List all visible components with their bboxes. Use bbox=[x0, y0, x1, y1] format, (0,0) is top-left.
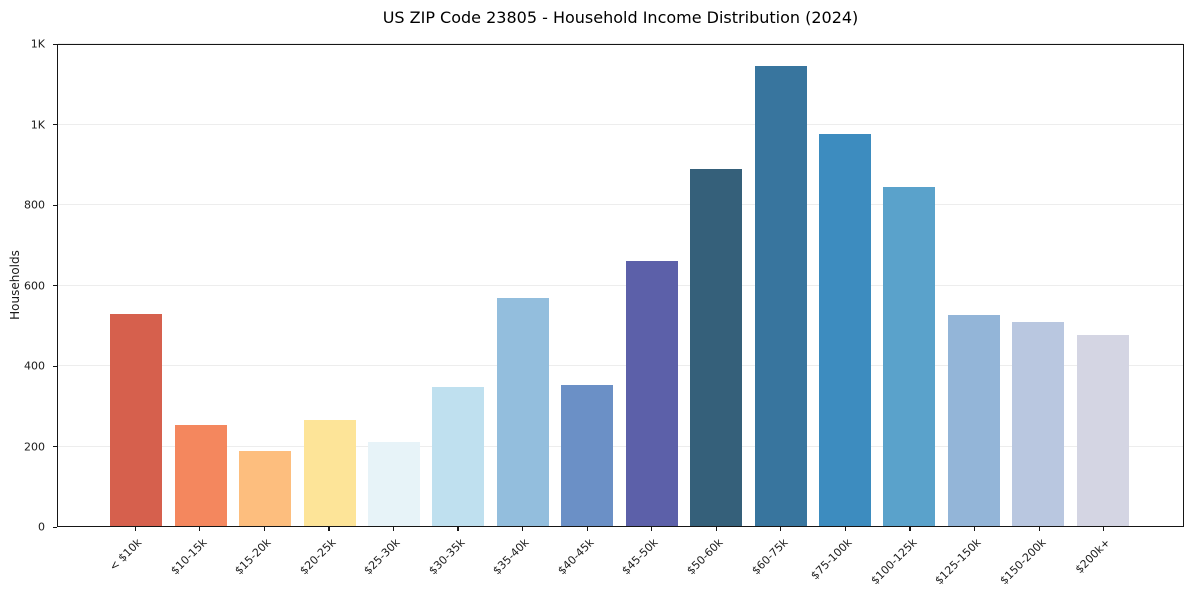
bar-slot bbox=[813, 45, 877, 526]
y-tick-label: 400 bbox=[24, 359, 45, 373]
x-tick-label: $60-75k bbox=[748, 536, 791, 578]
bar-slot bbox=[362, 45, 426, 526]
bar-$35-40k bbox=[496, 297, 549, 526]
x-tick-mark bbox=[844, 527, 847, 531]
bar-slot bbox=[168, 45, 232, 526]
y-tick-mark bbox=[53, 124, 57, 126]
x-tick-label: $200k+ bbox=[1072, 536, 1113, 577]
bar-slot bbox=[620, 45, 684, 526]
y-tick-label: 0 bbox=[38, 520, 45, 534]
x-tick-label: $10-15k bbox=[167, 536, 210, 578]
x-tick-mark bbox=[522, 527, 524, 531]
x-tick-label: $45-50k bbox=[619, 536, 661, 578]
plot-area bbox=[57, 43, 1184, 527]
bar-slot bbox=[233, 45, 297, 526]
x-axis-ticks: < $10k $10-15k $15-20k $20-25k $25-30k $30-35… bbox=[57, 527, 1184, 587]
gridline bbox=[58, 43, 1183, 44]
gridline bbox=[58, 204, 1183, 205]
bar-$30-35k bbox=[432, 386, 485, 526]
y-tick-mark bbox=[53, 365, 57, 367]
y-tick-label: 600 bbox=[24, 279, 45, 292]
y-axis-ticks: 0 200 400 600 800 1K 1K bbox=[0, 38, 57, 534]
bar-$20-25k bbox=[303, 420, 356, 526]
gridline bbox=[58, 123, 1183, 125]
y-tick-label: 800 bbox=[24, 198, 45, 212]
y-tick-mark bbox=[53, 285, 57, 287]
chart-title: US ZIP Code 23805 - Household Income Dis… bbox=[382, 8, 859, 27]
x-tick-label: $15-20k bbox=[232, 536, 274, 578]
y-tick-label: 1K bbox=[30, 118, 45, 131]
bar-slot bbox=[426, 45, 490, 526]
x-tick-mark bbox=[586, 527, 588, 531]
x-tick-mark bbox=[134, 527, 136, 531]
bar-slot bbox=[684, 45, 748, 526]
x-tick-mark bbox=[1038, 527, 1040, 531]
bar-$25-30k bbox=[367, 441, 420, 526]
x-tick-mark bbox=[780, 527, 782, 531]
bar-$60-75k bbox=[754, 66, 807, 526]
bar-$50-60k bbox=[690, 169, 743, 526]
bar-slot bbox=[297, 45, 361, 526]
x-tick-mark bbox=[263, 527, 265, 531]
gridline bbox=[58, 445, 1183, 447]
x-tick-label: $20-25k bbox=[296, 536, 339, 578]
bar-$45-50k bbox=[625, 261, 678, 526]
x-tick-mark bbox=[199, 527, 201, 531]
x-tick-mark bbox=[328, 527, 330, 531]
x-tick-mark bbox=[973, 527, 976, 531]
x-tick-mark bbox=[651, 527, 653, 531]
y-tick-label: 200 bbox=[24, 440, 45, 453]
bars-row bbox=[58, 45, 1183, 526]
x-tick-label: $25-30k bbox=[361, 536, 403, 578]
x-tick-label: $100-125k bbox=[868, 536, 920, 588]
x-tick-label: $35-40k bbox=[490, 536, 532, 578]
y-tick-label: 1K bbox=[30, 37, 45, 51]
bar-$40-45k bbox=[561, 384, 614, 526]
y-tick-mark bbox=[53, 526, 57, 528]
bar-$100-125k bbox=[883, 187, 936, 526]
x-tick-label: $30-35k bbox=[426, 536, 468, 578]
bar-slot bbox=[104, 45, 168, 526]
gridline bbox=[58, 365, 1183, 366]
bar-< $10k bbox=[110, 313, 163, 526]
x-tick-mark bbox=[457, 527, 459, 531]
bar-$150-200k bbox=[1012, 322, 1065, 526]
x-tick-mark bbox=[392, 527, 395, 531]
y-tick-mark bbox=[53, 446, 57, 448]
bar-slot bbox=[1071, 45, 1135, 526]
x-tick-label: $150-200k bbox=[997, 536, 1049, 588]
x-tick-label: $75-100k bbox=[808, 536, 855, 583]
bar-slot bbox=[748, 45, 812, 526]
bar-$10-15k bbox=[174, 425, 227, 526]
x-tick-mark bbox=[909, 527, 911, 531]
x-tick-label: $50-60k bbox=[684, 536, 726, 578]
y-tick-mark bbox=[53, 204, 57, 206]
bar-slot bbox=[555, 45, 619, 526]
bar-slot bbox=[491, 45, 555, 526]
x-tick-mark bbox=[1103, 527, 1105, 531]
bar-$75-100k bbox=[819, 134, 872, 526]
x-tick-mark bbox=[715, 527, 717, 531]
x-tick-label: $125-150k bbox=[932, 536, 984, 588]
x-tick-label: < $10k bbox=[106, 536, 145, 574]
x-tick-label: $40-45k bbox=[555, 536, 597, 578]
bar-$15-20k bbox=[239, 451, 292, 526]
y-tick-mark bbox=[53, 43, 57, 45]
bar-slot bbox=[1006, 45, 1070, 526]
bar-slot bbox=[942, 45, 1006, 526]
bar-$200k+ bbox=[1076, 335, 1129, 526]
gridline bbox=[58, 284, 1183, 286]
bar-$125-150k bbox=[947, 314, 1000, 526]
bar-slot bbox=[877, 45, 941, 526]
